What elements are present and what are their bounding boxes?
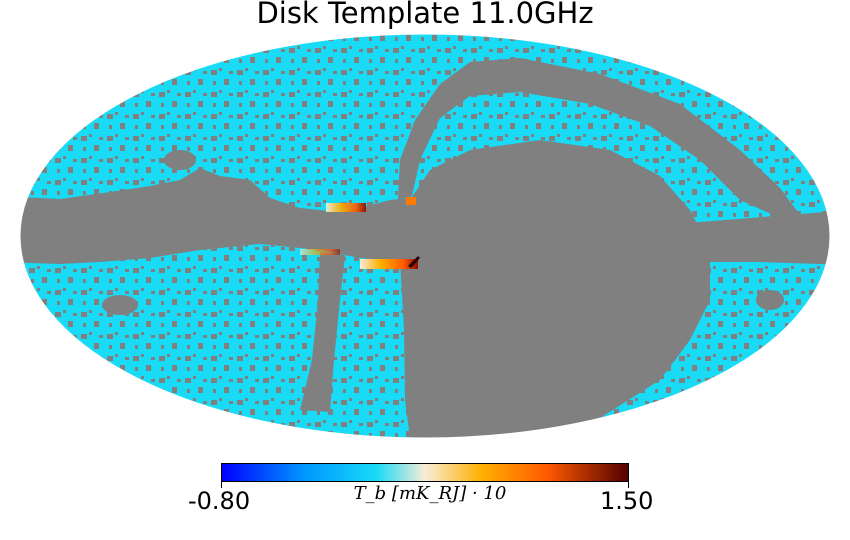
colorbar-tick-min	[221, 482, 222, 488]
colorbar-min-label: -0.80	[188, 487, 251, 515]
colorbar-tick-max	[628, 482, 629, 488]
emission-strip-north	[326, 203, 366, 212]
colorbar-gradient	[222, 464, 628, 481]
colorbar-unit-label: T_b [mK_RJ] · 10	[353, 483, 507, 504]
southern-streak-mask	[300, 252, 345, 412]
mask-blob	[70, 204, 110, 236]
emission-peak	[408, 256, 420, 268]
map-boundary	[19, 33, 831, 439]
southern-mask-region	[400, 140, 710, 438]
mask-blob	[102, 295, 138, 315]
colorbar	[221, 463, 629, 482]
emission-spot	[406, 197, 416, 205]
emission-strip-west	[300, 249, 340, 255]
mask-blob	[756, 290, 784, 310]
mask-blob	[164, 150, 196, 170]
emission-strip-south	[360, 259, 418, 269]
plot-title: Disk Template 11.0GHz	[256, 0, 594, 30]
arc-mask	[398, 58, 800, 218]
colorbar-max-label: 1.50	[600, 487, 654, 515]
mollweide-sky-map	[19, 33, 831, 439]
